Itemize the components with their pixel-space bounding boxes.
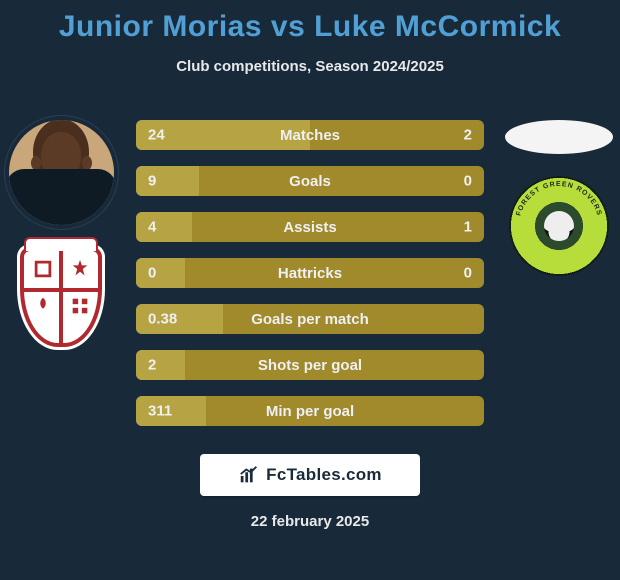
right-column: FOREST GREEN ROVERS bbox=[504, 120, 614, 276]
player-avatar-right-placeholder bbox=[505, 120, 613, 154]
stat-value-left: 24 bbox=[148, 127, 165, 144]
stat-fill bbox=[136, 350, 185, 380]
stat-row: 24 Matches 2 bbox=[136, 120, 484, 150]
player-avatar-left bbox=[9, 120, 114, 225]
stat-row: 4 Assists 1 bbox=[136, 212, 484, 242]
stats-panel: 24 Matches 2 9 Goals 0 4 Assists 1 0 Hattricks 0 0.3… bbox=[136, 120, 484, 426]
stat-label: Goals bbox=[289, 173, 331, 190]
left-column bbox=[6, 120, 116, 347]
stat-label: Matches bbox=[280, 127, 340, 144]
stat-label: Min per goal bbox=[266, 403, 354, 420]
club-crest-left bbox=[20, 247, 102, 347]
stat-fill bbox=[136, 258, 185, 288]
stat-row: 0 Hattricks 0 bbox=[136, 258, 484, 288]
stat-fill bbox=[136, 166, 199, 196]
stat-row: 9 Goals 0 bbox=[136, 166, 484, 196]
stat-label: Assists bbox=[283, 219, 336, 236]
stat-value-right: 2 bbox=[464, 127, 472, 144]
page-title: Junior Morias vs Luke McCormick bbox=[0, 0, 620, 44]
stat-value-right: 0 bbox=[464, 265, 472, 282]
brand-badge[interactable]: FcTables.com bbox=[200, 454, 420, 496]
date-text: 22 february 2025 bbox=[0, 513, 620, 530]
svg-text:FOREST GREEN ROVERS: FOREST GREEN ROVERS bbox=[515, 181, 602, 217]
stat-row: 2 Shots per goal bbox=[136, 350, 484, 380]
crest-ring-text-top: FOREST GREEN ROVERS bbox=[515, 181, 602, 217]
club-crest-right: FOREST GREEN ROVERS bbox=[509, 176, 609, 276]
stat-value-left: 4 bbox=[148, 219, 156, 236]
stat-value-left: 0.38 bbox=[148, 311, 177, 328]
stat-label: Hattricks bbox=[278, 265, 342, 282]
brand-text: FcTables.com bbox=[266, 465, 382, 485]
chart-icon bbox=[238, 464, 260, 486]
stat-value-right: 1 bbox=[464, 219, 472, 236]
stat-row: 311 Min per goal bbox=[136, 396, 484, 426]
stat-value-left: 0 bbox=[148, 265, 156, 282]
stat-fill bbox=[136, 212, 192, 242]
stat-value-right: 0 bbox=[464, 173, 472, 190]
stat-label: Goals per match bbox=[251, 311, 369, 328]
stat-value-left: 9 bbox=[148, 173, 156, 190]
stat-value-left: 311 bbox=[148, 403, 172, 420]
subtitle: Club competitions, Season 2024/2025 bbox=[0, 58, 620, 75]
stat-row: 0.38 Goals per match bbox=[136, 304, 484, 334]
stat-value-left: 2 bbox=[148, 357, 156, 374]
stat-label: Shots per goal bbox=[258, 357, 362, 374]
